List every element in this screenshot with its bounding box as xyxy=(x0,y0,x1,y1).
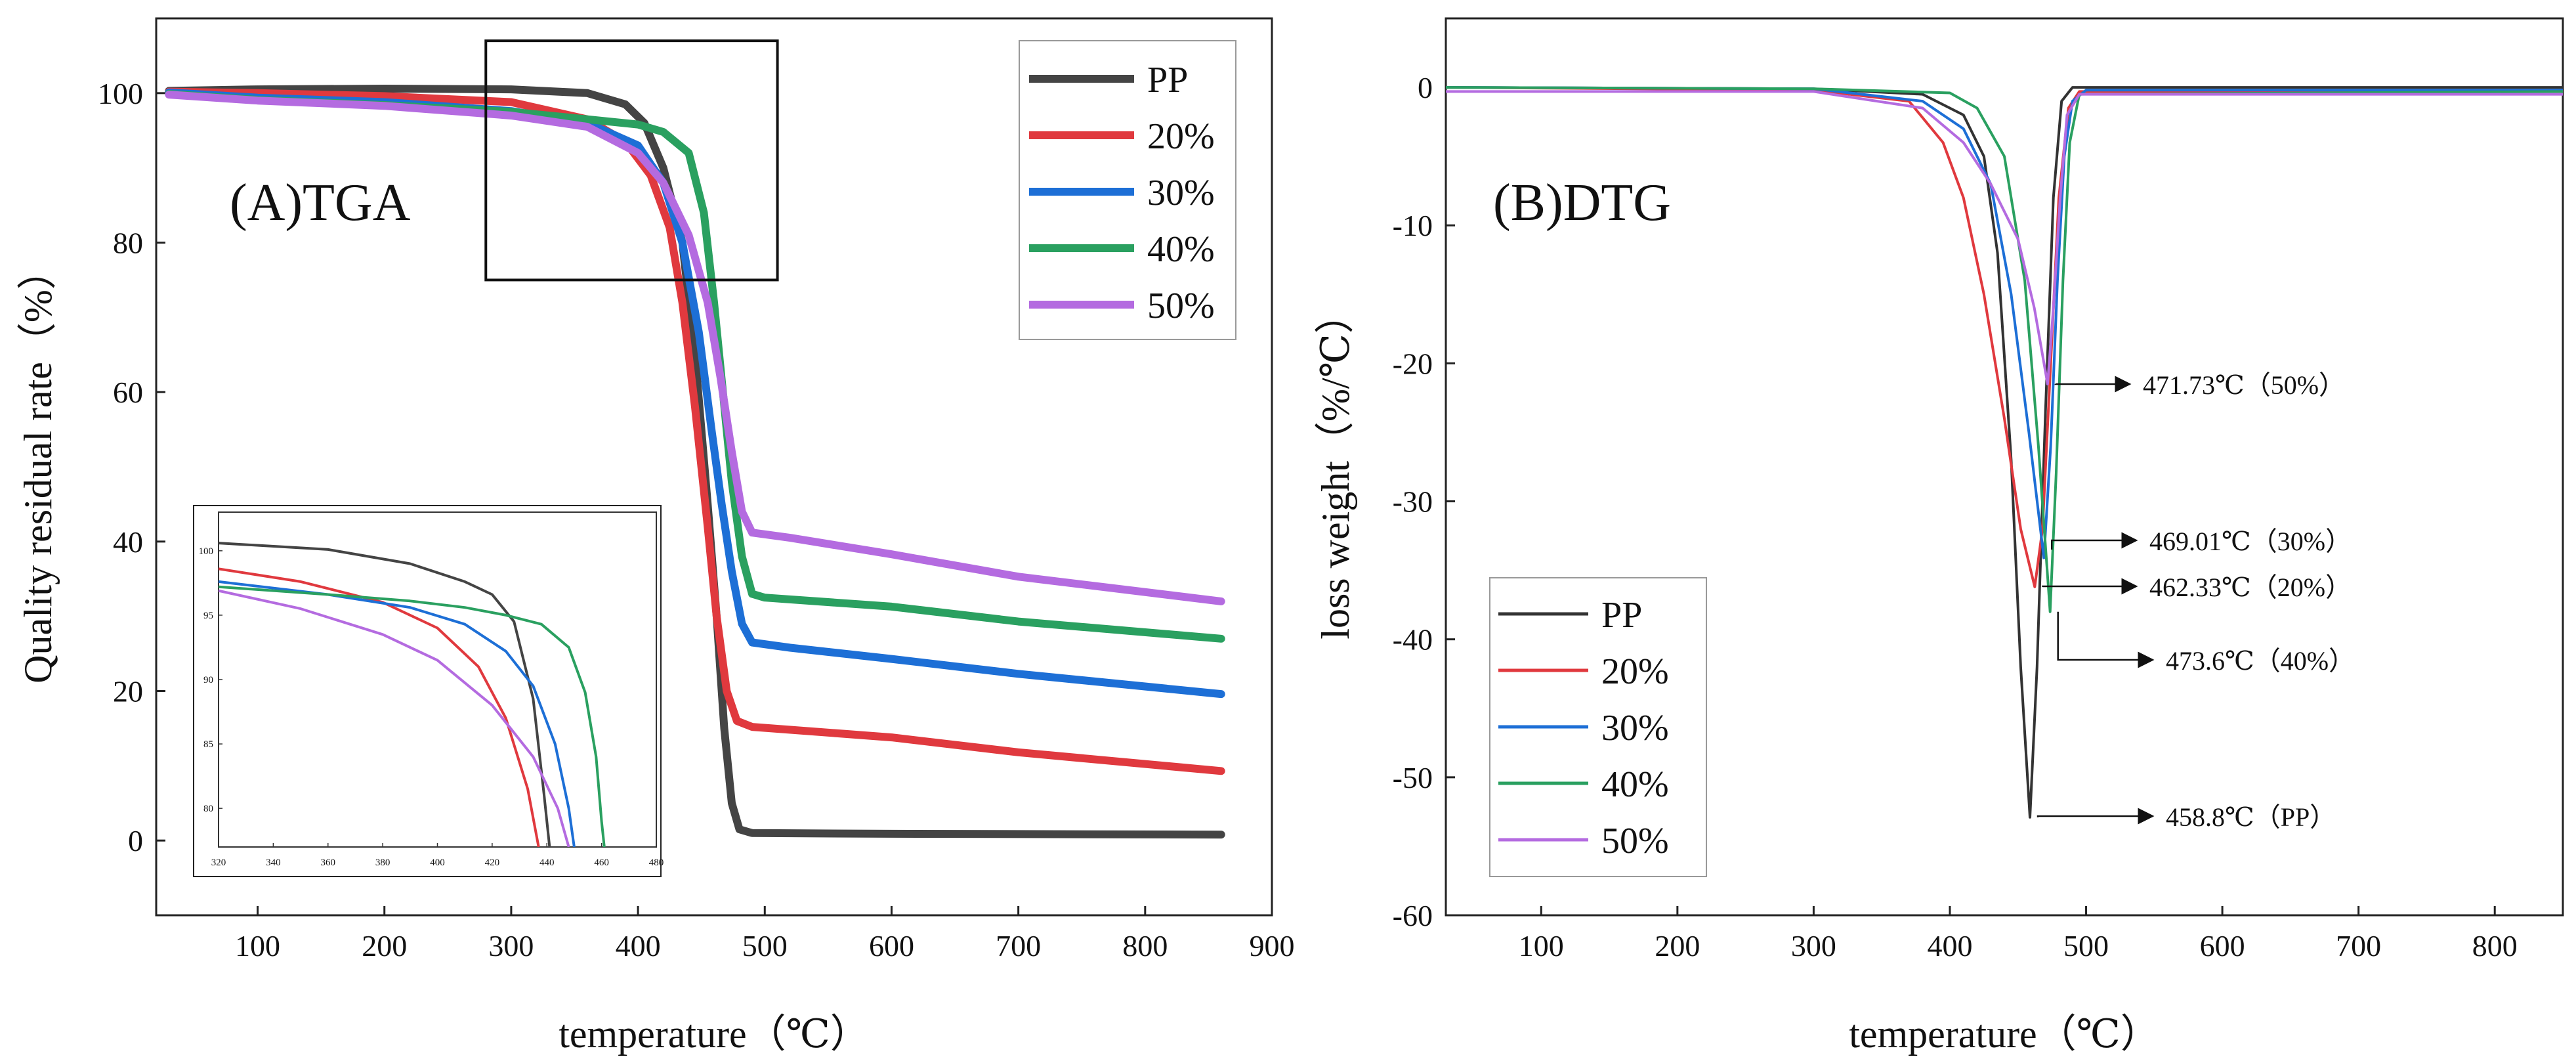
dtg-y-tick-label: -40 xyxy=(1393,623,1433,657)
dtg-x-tick-label: 700 xyxy=(2336,929,2381,963)
tga-y-tick-label: 40 xyxy=(113,525,143,559)
tga-inset: 320 340 360 380 400 420 440 460 480 80 85 90 95 100 xyxy=(194,506,664,877)
dtg-y-tick-label: -10 xyxy=(1393,209,1433,242)
tga-y-tick-label: 100 xyxy=(98,77,143,110)
dtg-panel: 100 200 300 400 500 600 700 800 0 -10 -20 -30 -40 -50… xyxy=(1314,18,2563,1056)
tga-legend-label: 30% xyxy=(1147,173,1215,213)
dtg-annotation-label: 462.33℃（20%） xyxy=(2149,573,2352,602)
inset-y-tick-label: 85 xyxy=(203,739,213,750)
dtg-y-tick-label: -50 xyxy=(1393,761,1433,794)
inset-y-tick-label: 80 xyxy=(203,804,213,814)
tga-legend-label: 40% xyxy=(1147,229,1215,270)
dtg-x-axis-title: temperature（℃） xyxy=(1849,1012,2160,1056)
tga-x-tick-label: 200 xyxy=(362,929,407,963)
tga-zoom-box xyxy=(486,41,777,280)
tga-x-tick-label: 500 xyxy=(742,929,788,963)
inset-x-tick-label: 400 xyxy=(430,857,445,868)
dtg-x-tick-label: 500 xyxy=(2063,929,2109,963)
dtg-legend-label: 50% xyxy=(1601,821,1669,861)
dtg-x-tick-label: 400 xyxy=(1927,929,1972,963)
inset-x-tick-label: 480 xyxy=(649,857,664,868)
dtg-x-tick-label: 200 xyxy=(1655,929,1700,963)
tga-x-tick-label: 600 xyxy=(869,929,914,963)
tga-legend-label: 20% xyxy=(1147,116,1215,157)
inset-x-tick-label: 460 xyxy=(594,857,609,868)
tga-x-tick-label: 800 xyxy=(1122,929,1168,963)
dtg-annotation-label: 471.73℃（50%） xyxy=(2143,370,2345,400)
tga-legend-label: PP xyxy=(1147,60,1188,100)
dtg-panel-label: (B)DTG xyxy=(1493,174,1671,232)
tga-x-tick-label: 100 xyxy=(235,929,280,963)
inset-x-tick-label: 360 xyxy=(321,857,336,868)
dtg-annotation-arrow xyxy=(2038,816,2153,817)
tga-x-tick-label: 900 xyxy=(1250,929,1295,963)
dtg-legend-label: 40% xyxy=(1601,764,1669,805)
dtg-y-axis-title: loss weight（%/℃） xyxy=(1314,294,1357,639)
dtg-annotation-arrow xyxy=(2052,540,2136,550)
tga-legend-label: 50% xyxy=(1147,286,1215,326)
tga-x-tick-label: 300 xyxy=(488,929,534,963)
tga-y-axis-title: Quality residual rate（%） xyxy=(16,250,60,683)
inset-x-tick-label: 380 xyxy=(375,857,391,868)
tga-panel: 100 200 300 400 500 600 700 800 900 0 20 40 60 80 100 (… xyxy=(16,18,1295,1056)
inset-x-tick-label: 420 xyxy=(485,857,500,868)
dtg-annotation-label: 469.01℃（30%） xyxy=(2149,527,2352,556)
inset-y-tick-label: 90 xyxy=(203,675,213,685)
tga-y-tick-label: 80 xyxy=(113,227,143,260)
dtg-y-tick-label: -60 xyxy=(1393,899,1433,932)
dtg-legend: PP 20% 30% 40% 50% xyxy=(1490,578,1706,877)
tga-panel-label: (A)TGA xyxy=(230,174,411,232)
tga-y-tick-label: 20 xyxy=(113,675,143,708)
tga-x-axis-title: temperature（℃） xyxy=(559,1012,870,1056)
tga-y-tick-label: 60 xyxy=(113,376,143,409)
dtg-annotation-label: 473.6℃（40%） xyxy=(2166,646,2355,676)
dtg-x-tick-label: 300 xyxy=(1791,929,1836,963)
dtg-y-tick-label: -30 xyxy=(1393,485,1433,519)
dtg-x-tick-label: 800 xyxy=(2472,929,2518,963)
inset-x-tick-label: 320 xyxy=(211,857,226,868)
tga-x-tick-label: 400 xyxy=(616,929,661,963)
tga-x-tick-label: 700 xyxy=(996,929,1041,963)
dtg-annotation-label: 458.8℃（PP） xyxy=(2166,802,2336,832)
inset-x-tick-label: 340 xyxy=(266,857,281,868)
tga-legend: PP 20% 30% 40% 50% xyxy=(1019,41,1236,339)
tga-y-tick-label: 0 xyxy=(128,824,143,857)
dtg-x-tick-label: 600 xyxy=(2200,929,2245,963)
inset-outer-frame xyxy=(194,506,661,877)
dtg-annotation-arrow xyxy=(2042,586,2136,587)
inset-x-tick-label: 440 xyxy=(539,857,555,868)
dtg-legend-label: 20% xyxy=(1601,651,1669,692)
dtg-x-tick-label: 100 xyxy=(1519,929,1564,963)
dtg-annotation-arrow xyxy=(2058,612,2153,660)
inset-y-tick-label: 95 xyxy=(203,611,213,621)
dtg-legend-label: PP xyxy=(1601,595,1642,636)
dtg-legend-label: 30% xyxy=(1601,708,1669,748)
dtg-y-tick-label: -20 xyxy=(1393,347,1433,380)
dtg-y-tick-label: 0 xyxy=(1418,71,1433,104)
inset-y-tick-label: 100 xyxy=(199,546,214,557)
